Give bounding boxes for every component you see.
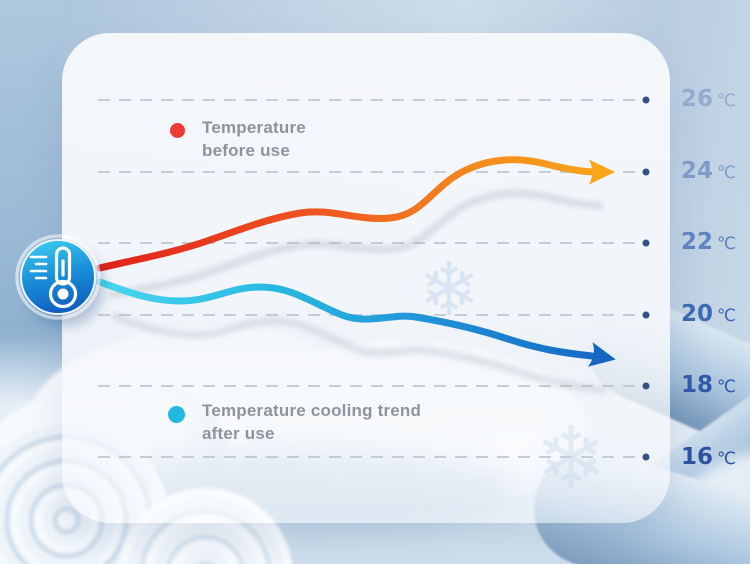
axis-tick-26c: 26 ℃ (681, 86, 737, 112)
axis-tick-22c: 22 ℃ (681, 229, 737, 255)
axis-tick-18c: 18 ℃ (681, 372, 737, 398)
legend-before-use-label: Temperature before use (202, 118, 306, 160)
axis-tick-16c: 16 ℃ (681, 444, 737, 470)
axis-tick-20c: 20 ℃ (681, 301, 737, 327)
legend-after-use: Temperature cooling trend after use (168, 399, 421, 445)
axis-tick-24c: 24 ℃ (681, 158, 737, 184)
legend-dot-cyan (168, 406, 185, 423)
legend-after-use-label: Temperature cooling trend after use (202, 401, 422, 443)
legend-before-use: Temperature before use (170, 116, 306, 162)
chart-card (62, 33, 670, 523)
legend-dot-red (170, 123, 185, 138)
